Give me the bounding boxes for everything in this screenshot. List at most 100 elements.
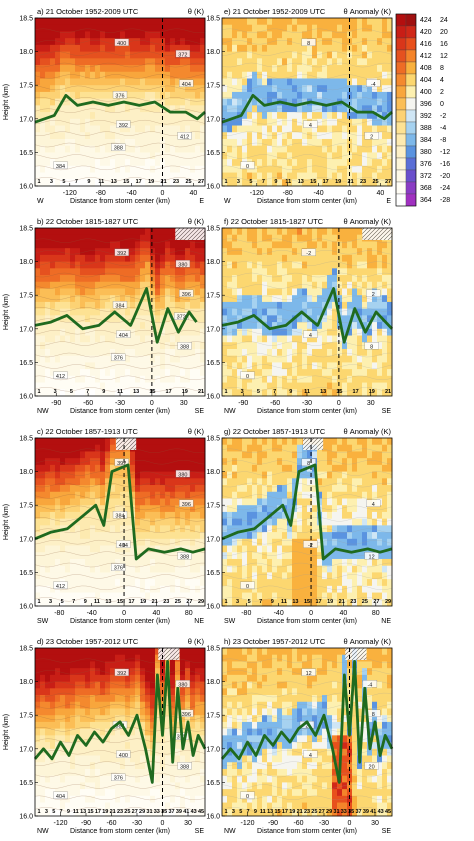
colorbar-swatch (395, 109, 407, 123)
profile-number: 1 (224, 599, 227, 605)
profile-number: 23 (350, 599, 356, 605)
colorbar-anomaly-label: -4 (440, 125, 446, 132)
contour-label-box (301, 38, 316, 47)
colorbar-theta-label: 396 (420, 101, 432, 108)
profile-number: 7 (273, 389, 276, 395)
tropopause-line (221, 287, 394, 344)
x-tick-label: 30 (180, 400, 188, 407)
contour-label-box (240, 581, 255, 589)
profile-number: 15 (123, 179, 129, 185)
x-tick-label: 0 (161, 190, 165, 197)
profile-number: 17 (129, 599, 135, 605)
tropopause-line (220, 660, 394, 784)
plot-frame (34, 647, 206, 817)
y-tick-label: 16.5 (206, 780, 220, 787)
y-tick-label: 17.0 (206, 746, 220, 753)
colorbar-theta-label: 368 (420, 185, 432, 192)
contour-label-box (179, 499, 194, 508)
profile-number: 3 (54, 389, 57, 395)
profile-number: 9 (274, 179, 277, 185)
profile-number: 5 (70, 389, 73, 395)
contour-label: 396 (182, 712, 191, 718)
contour-label: 388 (180, 344, 189, 350)
y-axis-label: Height (km) (3, 714, 10, 750)
profile-number: 11 (281, 599, 287, 605)
plot-frame (34, 17, 206, 187)
x-tick-label: -30 (319, 820, 329, 827)
profile-number: 9 (271, 599, 274, 605)
contour-label: 12 (369, 554, 375, 560)
profile-number: 3 (45, 809, 48, 815)
colorbar-swatch (395, 145, 407, 159)
contour-label-box (366, 499, 381, 508)
x-axis-label: Distance from storm center (km) (70, 198, 170, 205)
profile-number: 3 (236, 599, 239, 605)
x-tick-label: -40 (314, 190, 324, 197)
panel-title: h) 23 October 1957-2012 UTC (224, 637, 326, 646)
contour-label-box (114, 668, 129, 677)
profile-number: 29 (139, 809, 145, 815)
profile-number: 1 (37, 389, 40, 395)
missing-data-hatch (302, 438, 324, 450)
y-tick-label: 16.0 (19, 604, 33, 611)
profile-number: 13 (267, 809, 273, 815)
colorbar-theta-label: 400 (420, 89, 432, 96)
profile-number: 39 (176, 809, 182, 815)
anomaly-colorbar-swatch (405, 97, 417, 111)
profile-number: 5 (248, 599, 251, 605)
x-tick-label: -30 (115, 400, 125, 407)
x-tick-label: -90 (268, 820, 278, 827)
contour-label: 0 (246, 164, 249, 170)
panel-f: 0 4 2 -2 8 f) 22 October 1815-1827 UTC θ Anoma… (206, 217, 394, 415)
contour-label-box (364, 132, 379, 140)
panel-variable: θ (K) (188, 637, 205, 646)
contour-label-box (303, 330, 318, 338)
y-tick-label: 18.5 (19, 16, 33, 23)
profile-number: 19 (289, 809, 295, 815)
profile-number: 17 (316, 599, 322, 605)
y-tick-label: 16.5 (206, 150, 220, 157)
profile-number: 17 (95, 809, 101, 815)
contour-label: 376 (115, 93, 124, 99)
contour-label-box (240, 791, 255, 799)
profile-number: 23 (304, 809, 310, 815)
plot-frame (221, 437, 393, 607)
x-tick-label: 40 (377, 190, 385, 197)
y-tick-label: 17.5 (206, 83, 220, 90)
contour-label: 380 (178, 682, 187, 688)
profile-number: 7 (75, 179, 78, 185)
colorbar-theta-label: 404 (420, 77, 432, 84)
profile-number: 5 (62, 179, 65, 185)
profile-number: 21 (339, 599, 345, 605)
x-tick-label: -120 (250, 190, 264, 197)
y-tick-label: 16.5 (19, 570, 33, 577)
tropopause-line (221, 93, 393, 124)
profile-number: 35 (348, 809, 354, 815)
colorbar-anomaly-label: -20 (440, 173, 450, 180)
profile-number: 15 (274, 809, 280, 815)
x-tick-label: 40 (190, 190, 198, 197)
x-axis-label: Distance from storm center (km) (70, 828, 170, 835)
profile-number: 13 (80, 809, 86, 815)
colorbar-anomaly-label: 8 (440, 65, 444, 72)
profile-number: 13 (298, 179, 304, 185)
left-direction: NW (224, 828, 236, 835)
right-direction: SE (382, 828, 392, 835)
contour-label: 8 (372, 712, 375, 718)
x-tick-label: -90 (51, 400, 61, 407)
x-tick-label: 0 (161, 820, 165, 827)
colorbar-theta-label: 380 (420, 149, 432, 156)
profile-number: 1 (37, 599, 40, 605)
contour-label-box (177, 762, 192, 770)
profile-number: 11 (304, 389, 310, 395)
profile-number: 19 (182, 389, 188, 395)
profile-number: 27 (385, 179, 391, 185)
colorbar-theta-label: 392 (420, 113, 432, 120)
anomaly-colorbar-swatch (405, 25, 417, 39)
contour-label: 2 (372, 292, 375, 298)
contour-label-box (112, 301, 128, 309)
x-tick-label: 0 (337, 400, 341, 407)
x-axis-label: Distance from storm center (km) (257, 618, 357, 625)
